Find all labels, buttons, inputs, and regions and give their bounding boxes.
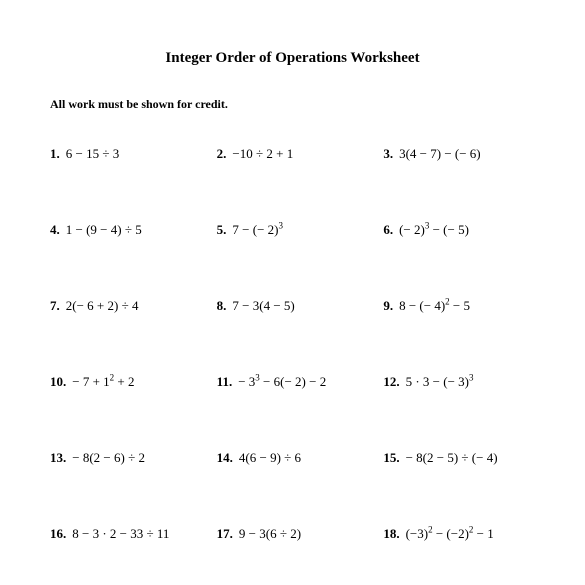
problem-expression: 8 − 3 · 2 − 33 ÷ 11 xyxy=(72,526,169,541)
problem-expression: 7 − 3(4 − 5) xyxy=(232,298,294,313)
problem-number: 7. xyxy=(50,298,60,313)
problem: 6. (− 2)3 − (− 5) xyxy=(383,222,540,238)
worksheet-instruction: All work must be shown for credit. xyxy=(50,97,540,112)
problem: 11. − 33 − 6(− 2) − 2 xyxy=(217,374,374,390)
problem-expression: (− 2)3 − (− 5) xyxy=(399,222,469,237)
problem-number: 14. xyxy=(217,450,233,465)
problem-number: 15. xyxy=(383,450,399,465)
problem: 13. − 8(2 − 6) ÷ 2 xyxy=(50,450,207,466)
problem-expression: 2(− 6 + 2) ÷ 4 xyxy=(66,298,139,313)
problem: 14. 4(6 − 9) ÷ 6 xyxy=(217,450,374,466)
problem-number: 17. xyxy=(217,526,233,541)
problem-expression: 4(6 − 9) ÷ 6 xyxy=(239,450,301,465)
problem-number: 10. xyxy=(50,374,66,389)
problem-number: 11. xyxy=(217,374,233,389)
problem: 3. 3(4 − 7) − (− 6) xyxy=(383,146,540,162)
problem-expression: 7 − (− 2)3 xyxy=(232,222,283,237)
problem-expression: − 7 + 12 + 2 xyxy=(72,374,134,389)
problem: 10. − 7 + 12 + 2 xyxy=(50,374,207,390)
problem-number: 6. xyxy=(383,222,393,237)
problem-expression: − 8(2 − 6) ÷ 2 xyxy=(72,450,145,465)
problem-number: 9. xyxy=(383,298,393,313)
problem: 8. 7 − 3(4 − 5) xyxy=(217,298,374,314)
problem: 18. (−3)2 − (−2)2 − 1 xyxy=(383,526,540,542)
problem: 7. 2(− 6 + 2) ÷ 4 xyxy=(50,298,207,314)
problem: 1. 6 − 15 ÷ 3 xyxy=(50,146,207,162)
problem: 16. 8 − 3 · 2 − 33 ÷ 11 xyxy=(50,526,207,542)
problem: 9. 8 − (− 4)2 − 5 xyxy=(383,298,540,314)
problem: 15. − 8(2 − 5) ÷ (− 4) xyxy=(383,450,540,466)
problem-number: 1. xyxy=(50,146,60,161)
problem-expression: 3(4 − 7) − (− 6) xyxy=(399,146,481,161)
problem-number: 18. xyxy=(383,526,399,541)
problem-number: 8. xyxy=(217,298,227,313)
worksheet-title: Integer Order of Operations Worksheet xyxy=(45,50,540,67)
problem: 17. 9 − 3(6 ÷ 2) xyxy=(217,526,374,542)
problem-number: 3. xyxy=(383,146,393,161)
problem-expression: 8 − (− 4)2 − 5 xyxy=(399,298,470,313)
problem-expression: − 8(2 − 5) ÷ (− 4) xyxy=(406,450,498,465)
problem-number: 2. xyxy=(217,146,227,161)
problem-expression: 9 − 3(6 ÷ 2) xyxy=(239,526,301,541)
problem-expression: 5 · 3 − (− 3)3 xyxy=(406,374,474,389)
problem-number: 16. xyxy=(50,526,66,541)
problem: 2. −10 ÷ 2 + 1 xyxy=(217,146,374,162)
problem-expression: (−3)2 − (−2)2 − 1 xyxy=(406,526,494,541)
problem-expression: − 33 − 6(− 2) − 2 xyxy=(238,374,326,389)
problem-number: 13. xyxy=(50,450,66,465)
problem-number: 4. xyxy=(50,222,60,237)
problem-number: 5. xyxy=(217,222,227,237)
problem: 4. 1 − (9 − 4) ÷ 5 xyxy=(50,222,207,238)
problem-expression: −10 ÷ 2 + 1 xyxy=(232,146,293,161)
problem-expression: 6 − 15 ÷ 3 xyxy=(66,146,119,161)
problem-number: 12. xyxy=(383,374,399,389)
problems-grid: 1. 6 − 15 ÷ 3 2. −10 ÷ 2 + 1 3. 3(4 − 7) − (−… xyxy=(50,146,540,542)
problem: 12. 5 · 3 − (− 3)3 xyxy=(383,374,540,390)
problem: 5. 7 − (− 2)3 xyxy=(217,222,374,238)
problem-expression: 1 − (9 − 4) ÷ 5 xyxy=(66,222,142,237)
